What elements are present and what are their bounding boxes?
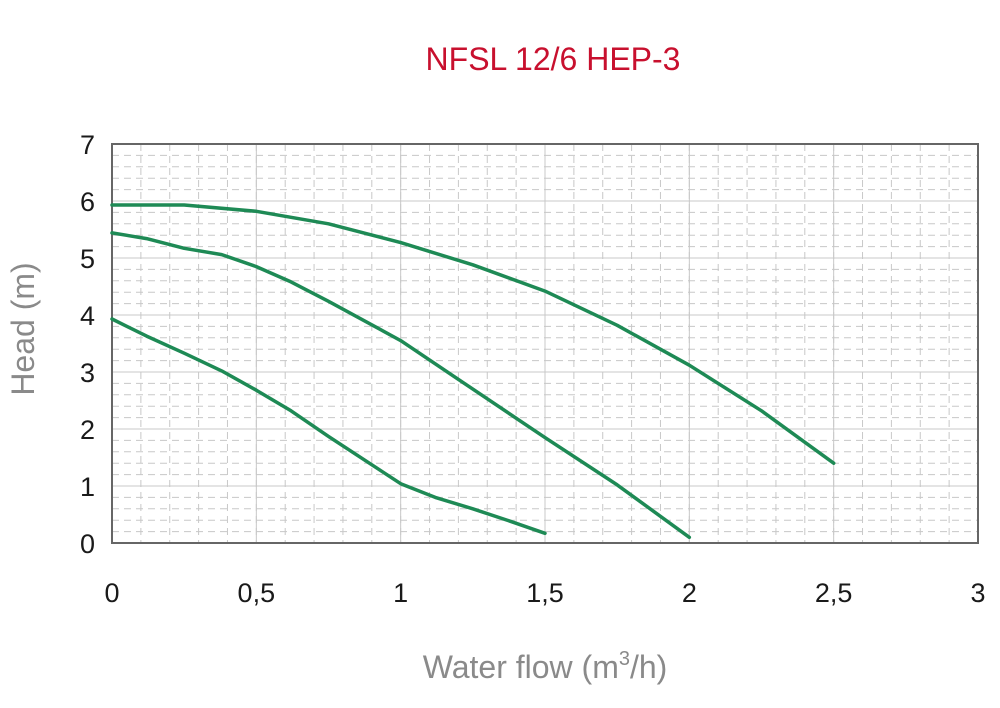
y-axis-label: Head (m) bbox=[5, 262, 41, 395]
x-axis-label-end: /h) bbox=[630, 649, 667, 685]
plot-frame bbox=[111, 143, 979, 544]
y-tick-label: 1 bbox=[80, 472, 95, 502]
series-line-2 bbox=[110, 231, 692, 540]
y-tick-label: 2 bbox=[80, 415, 95, 445]
x-tick-label: 1 bbox=[393, 578, 408, 608]
x-axis-label-main: Water flow (m bbox=[423, 649, 619, 685]
y-tick-label: 3 bbox=[80, 358, 95, 388]
x-axis-label: Water flow (m3/h) bbox=[423, 648, 668, 685]
series-line-3 bbox=[110, 317, 547, 536]
x-tick-label: 2,5 bbox=[815, 578, 853, 608]
y-tick-label: 0 bbox=[80, 529, 95, 559]
x-tick-label: 3 bbox=[970, 578, 985, 608]
y-tick-label: 5 bbox=[80, 244, 95, 274]
grid-layer bbox=[111, 143, 979, 544]
x-tick-label: 2 bbox=[682, 578, 697, 608]
y-tick-label: 6 bbox=[80, 187, 95, 217]
y-tick-label: 4 bbox=[80, 301, 95, 331]
tick-labels: 0 0,5 1 1,5 2 2,5 3 0 1 2 3 4 5 6 7 bbox=[80, 130, 986, 608]
x-axis-label-sup: 3 bbox=[619, 648, 630, 670]
y-tick-label: 7 bbox=[80, 130, 95, 160]
chart-title: NFSL 12/6 HEP-3 bbox=[426, 41, 681, 77]
series-layer bbox=[110, 203, 836, 540]
x-tick-label: 1,5 bbox=[526, 578, 564, 608]
series-line-1 bbox=[110, 203, 836, 465]
x-tick-label: 0 bbox=[104, 578, 119, 608]
x-tick-label: 0,5 bbox=[238, 578, 276, 608]
